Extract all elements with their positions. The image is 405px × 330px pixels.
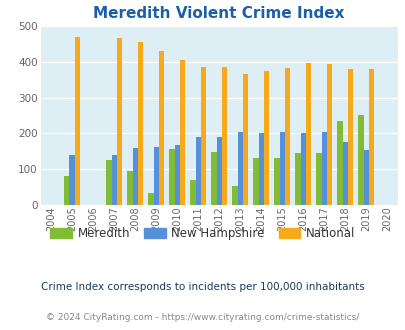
Bar: [137, 43, 143, 205]
Bar: [132, 148, 137, 205]
Bar: [127, 172, 132, 205]
Bar: [179, 60, 185, 205]
Bar: [242, 74, 247, 205]
Bar: [337, 121, 342, 205]
Bar: [64, 176, 69, 205]
Bar: [200, 67, 206, 205]
Text: Crime Index corresponds to incidents per 100,000 inhabitants: Crime Index corresponds to incidents per…: [41, 282, 364, 292]
Bar: [300, 133, 305, 205]
Bar: [321, 132, 326, 205]
Bar: [117, 38, 122, 205]
Bar: [279, 132, 284, 205]
Bar: [347, 69, 352, 205]
Bar: [295, 153, 300, 205]
Bar: [106, 160, 111, 205]
Bar: [158, 50, 164, 205]
Bar: [195, 137, 200, 205]
Bar: [69, 155, 75, 205]
Bar: [263, 71, 269, 205]
Text: © 2024 CityRating.com - https://www.cityrating.com/crime-statistics/: © 2024 CityRating.com - https://www.city…: [46, 313, 359, 322]
Bar: [169, 149, 174, 205]
Bar: [216, 137, 221, 205]
Bar: [358, 115, 363, 205]
Bar: [153, 147, 158, 205]
Bar: [326, 64, 331, 205]
Bar: [315, 153, 321, 205]
Bar: [232, 186, 237, 205]
Bar: [284, 68, 290, 205]
Bar: [221, 67, 226, 205]
Bar: [274, 158, 279, 205]
Bar: [75, 37, 80, 205]
Bar: [305, 63, 310, 205]
Bar: [253, 158, 258, 205]
Bar: [342, 142, 347, 205]
Bar: [237, 132, 242, 205]
Legend: Meredith, New Hampshire, National: Meredith, New Hampshire, National: [46, 222, 359, 245]
Bar: [258, 133, 263, 205]
Bar: [190, 181, 195, 205]
Title: Meredith Violent Crime Index: Meredith Violent Crime Index: [93, 6, 344, 21]
Bar: [363, 150, 368, 205]
Bar: [368, 69, 373, 205]
Bar: [148, 193, 153, 205]
Bar: [211, 152, 216, 205]
Bar: [174, 145, 179, 205]
Bar: [111, 155, 117, 205]
